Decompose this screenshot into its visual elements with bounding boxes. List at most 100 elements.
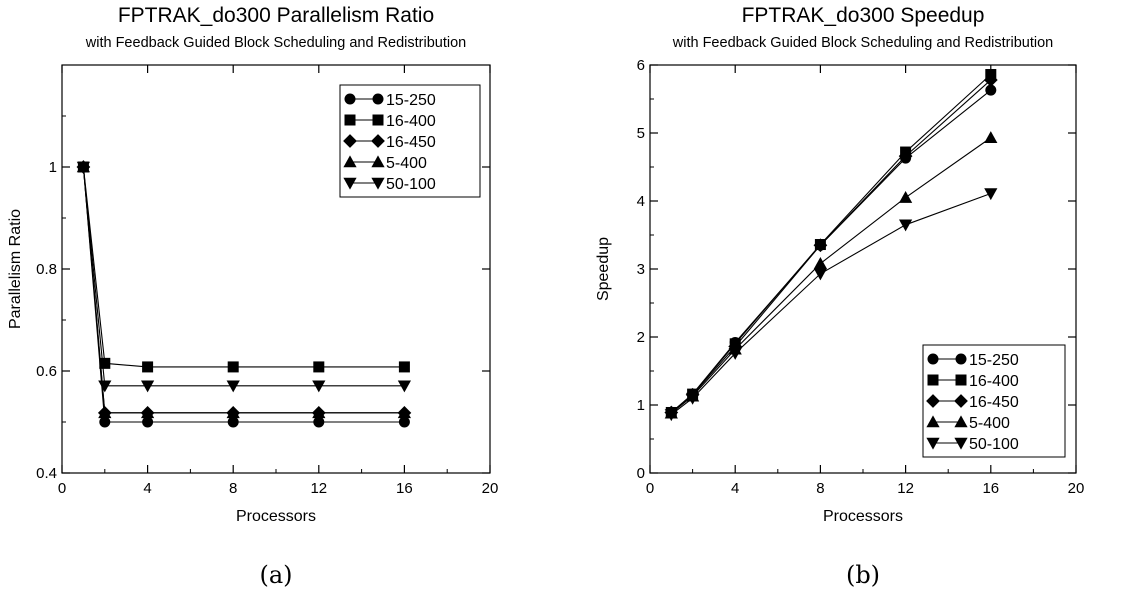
legend-label: 16-400	[386, 113, 436, 130]
data-point	[313, 416, 325, 428]
legend-marker	[927, 374, 939, 386]
series-line	[82, 166, 405, 414]
x-tick-label: 20	[1068, 480, 1085, 497]
x-axis-label: Processors	[236, 508, 316, 525]
series-line	[670, 193, 991, 415]
data-point	[398, 416, 410, 428]
data-point	[142, 416, 154, 428]
legend-marker	[371, 155, 385, 168]
legend-marker	[954, 415, 968, 428]
y-tick-label: 5	[637, 125, 645, 142]
data-point	[99, 357, 111, 369]
x-tick-label: 20	[482, 480, 499, 497]
legend-label: 15-250	[386, 92, 436, 109]
data-point	[728, 348, 742, 360]
chart-subtitle: with Feedback Guided Block Scheduling an…	[672, 35, 1053, 51]
legend-label: 5-400	[386, 155, 427, 172]
chart-subtitle: with Feedback Guided Block Scheduling an…	[85, 35, 466, 51]
legend-marker	[955, 353, 967, 365]
legend-label: 16-450	[969, 394, 1019, 411]
data-point	[99, 416, 111, 428]
y-tick-label: 6	[637, 57, 645, 74]
x-tick-label: 4	[731, 480, 739, 497]
data-point	[899, 219, 913, 232]
x-tick-label: 8	[816, 480, 824, 497]
data-point	[899, 191, 913, 203]
figure-caption: (b)	[846, 561, 880, 589]
y-tick-label: 0	[637, 465, 645, 482]
data-point	[397, 380, 411, 393]
data-point	[397, 406, 411, 419]
legend-marker	[926, 394, 940, 408]
data-point	[813, 238, 828, 253]
legend-label: 50-100	[969, 436, 1019, 453]
legend-marker	[372, 93, 384, 105]
legend-marker	[371, 177, 385, 190]
data-point	[226, 380, 240, 393]
chart-title: FPTRAK_do300 Parallelism Ratio	[118, 4, 434, 27]
x-tick-label: 8	[229, 480, 237, 497]
data-point	[898, 149, 913, 163]
y-tick-label: 0.4	[36, 465, 57, 482]
x-tick-label: 4	[143, 480, 151, 497]
legend-marker	[371, 134, 385, 148]
legend-marker	[954, 394, 968, 408]
legend-marker	[955, 374, 967, 386]
legend-marker	[372, 114, 384, 126]
legend-marker	[343, 134, 357, 148]
series-15-250	[77, 161, 410, 428]
data-point	[98, 380, 112, 393]
data-point	[664, 409, 678, 422]
data-point	[983, 73, 998, 87]
data-point	[984, 131, 998, 144]
legend-marker	[926, 415, 940, 428]
data-point	[76, 161, 90, 174]
y-tick-label: 2	[637, 329, 645, 346]
series-16-450	[76, 160, 412, 420]
legend-label: 50-100	[386, 176, 436, 193]
series-line	[82, 166, 405, 414]
y-axis-label: Parallelism Ratio	[7, 209, 24, 329]
series-50-100	[664, 188, 998, 422]
y-tick-label: 0.8	[36, 261, 57, 278]
y-axis-label: Speedup	[595, 237, 612, 301]
x-tick-label: 12	[310, 480, 327, 497]
data-point	[312, 380, 326, 393]
y-tick-label: 0.6	[36, 363, 57, 380]
y-tick-label: 1	[637, 397, 645, 414]
data-point	[141, 380, 155, 393]
legend-marker	[344, 114, 356, 126]
legend-marker	[343, 155, 357, 168]
data-point	[141, 406, 155, 419]
figure-caption: (a)	[259, 561, 292, 589]
series-line	[82, 166, 405, 368]
series-line	[82, 166, 405, 423]
chart-parallelism-ratio: FPTRAK_do300 Parallelism Ratio with Feedb…	[7, 4, 498, 589]
x-axis-label: Processors	[823, 508, 903, 525]
y-tick-label: 4	[637, 193, 645, 210]
data-point	[313, 361, 325, 373]
data-point	[226, 406, 240, 419]
x-tick-label: 12	[897, 480, 914, 497]
legend-marker	[343, 177, 357, 190]
legend-marker	[926, 437, 940, 450]
legend-marker	[927, 353, 939, 365]
y-tick-label: 1	[49, 159, 57, 176]
legend: 15-250 16-400 16-450 5-400 50-100	[922, 344, 1066, 458]
data-point	[227, 416, 239, 428]
data-point	[142, 361, 154, 373]
legend-label: 16-400	[969, 373, 1019, 390]
chart-speedup: FPTRAK_do300 Speedup with Feedback Guided…	[595, 4, 1084, 589]
legend: 15-250 16-400 16-450 5-400 50-100	[339, 84, 481, 198]
y-tick-label: 3	[637, 261, 645, 278]
data-point	[984, 188, 998, 201]
legend-marker	[344, 93, 356, 105]
x-tick-label: 16	[982, 480, 999, 497]
legend-label: 5-400	[969, 415, 1010, 432]
data-point	[227, 361, 239, 373]
x-tick-label: 0	[58, 480, 66, 497]
data-point	[813, 268, 827, 281]
series-50-100	[76, 161, 411, 393]
legend-marker	[954, 437, 968, 450]
